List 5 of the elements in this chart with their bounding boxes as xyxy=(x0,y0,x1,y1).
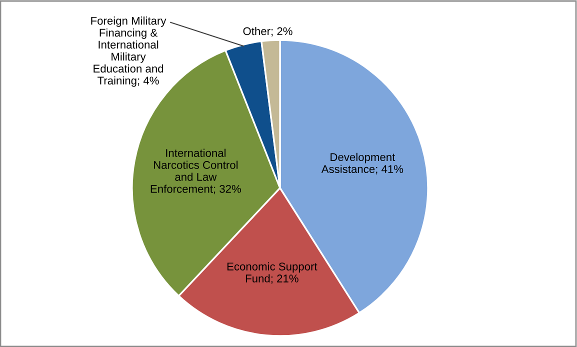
slice-label: International Narcotics Control and Law Enforcement; 32% xyxy=(150,148,241,194)
slice-label: Economic Support Fund; 21% xyxy=(227,262,318,284)
slice-label: Foreign Military Financing & International Military Education and Training; 4% xyxy=(91,16,166,87)
slice-label: Other; 2% xyxy=(243,26,292,36)
slice-label: Development Assistance; 41% xyxy=(321,152,404,174)
